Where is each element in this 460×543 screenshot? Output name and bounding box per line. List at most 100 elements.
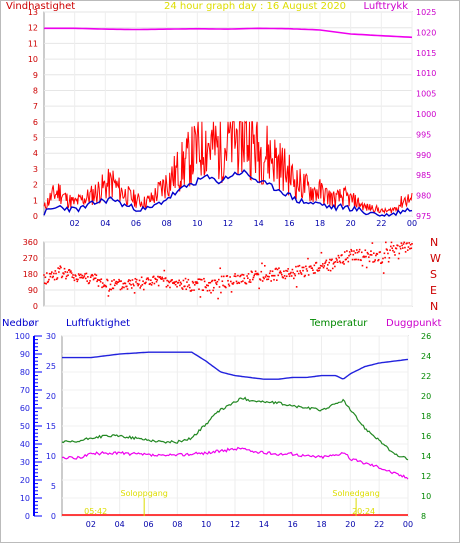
- direction-point: [324, 262, 326, 265]
- direction-point: [95, 274, 98, 277]
- direction-point: [48, 278, 50, 281]
- direction-point: [326, 267, 328, 270]
- direction-point: [191, 289, 193, 292]
- direction-point: [380, 262, 383, 264]
- direction-point: [277, 274, 280, 277]
- direction-point: [343, 251, 346, 253]
- direction-point: [387, 252, 389, 255]
- direction-point: [343, 263, 345, 265]
- compass-label: W: [430, 252, 441, 265]
- direction-point: [149, 282, 151, 285]
- direction-point: [133, 292, 136, 294]
- direction-point: [239, 274, 242, 277]
- direction-point: [49, 275, 52, 278]
- chart-title: 24 hour graph day : 16 August 2020: [164, 1, 346, 12]
- direction-point: [330, 259, 333, 262]
- direction-point: [398, 252, 401, 255]
- direction-point: [187, 278, 190, 281]
- direction-point: [50, 273, 52, 275]
- direction-point: [118, 278, 120, 281]
- direction-point: [296, 270, 299, 273]
- direction-point: [163, 269, 166, 272]
- direction-point: [409, 243, 412, 246]
- direction-point: [160, 278, 163, 280]
- direction-point: [317, 267, 320, 270]
- humidity-y-tick: 20: [46, 392, 56, 401]
- direction-point: [337, 254, 340, 257]
- direction-point: [278, 267, 280, 269]
- direction-point: [221, 280, 224, 283]
- direction-point: [371, 242, 374, 244]
- direction-point: [253, 274, 255, 277]
- direction-point: [347, 260, 350, 263]
- direction-point: [91, 273, 93, 276]
- direction-point: [377, 259, 379, 262]
- direction-point: [389, 245, 392, 248]
- direction-point: [254, 273, 256, 276]
- direction-point: [301, 266, 304, 269]
- direction-point: [120, 280, 122, 282]
- direction-point: [299, 270, 301, 272]
- direction-point: [383, 252, 386, 255]
- direction-point: [136, 282, 139, 285]
- direction-point: [410, 247, 413, 250]
- direction-point: [285, 275, 288, 278]
- direction-point: [129, 279, 132, 282]
- direction-point: [307, 257, 309, 260]
- wind-y-tick: 9: [33, 71, 38, 80]
- compass-label: S: [430, 268, 437, 281]
- dewpoint-axis-title: Duggpunkt: [386, 318, 442, 329]
- direction-point: [279, 270, 282, 273]
- direction-point: [367, 253, 369, 255]
- direction-point: [259, 278, 261, 280]
- direction-point: [288, 275, 291, 277]
- direction-point: [196, 281, 198, 283]
- direction-point: [88, 282, 91, 284]
- direction-point: [310, 265, 312, 268]
- direction-point: [266, 278, 268, 281]
- direction-point: [203, 277, 205, 280]
- direction-point: [227, 279, 229, 282]
- direction-point: [326, 264, 329, 266]
- direction-point: [46, 272, 48, 274]
- temp-y-tick: 10: [421, 492, 431, 501]
- direction-point: [404, 251, 407, 253]
- direction-point: [372, 252, 375, 255]
- direction-point: [210, 291, 212, 294]
- direction-point: [385, 241, 387, 244]
- pressure-y-tick: 980: [416, 192, 431, 201]
- direction-point: [78, 274, 81, 277]
- direction-point: [165, 285, 168, 288]
- temp-x-tick: 20: [345, 520, 355, 529]
- direction-point: [75, 275, 77, 277]
- direction-point: [400, 242, 403, 244]
- direction-point: [130, 283, 132, 286]
- direction-point: [84, 277, 87, 280]
- direction-point: [234, 275, 237, 278]
- direction-point: [56, 277, 59, 279]
- direction-point: [47, 280, 50, 283]
- direction-point: [243, 277, 246, 280]
- direction-point: [172, 281, 175, 284]
- direction-point: [104, 284, 107, 287]
- direction-point: [302, 269, 304, 272]
- direction-point: [141, 283, 144, 286]
- direction-point: [256, 273, 258, 276]
- direction-point: [162, 278, 164, 280]
- direction-point: [232, 283, 234, 285]
- direction-point: [121, 286, 124, 288]
- direction-point: [89, 276, 92, 278]
- wind-y-tick: 7: [33, 102, 38, 111]
- direction-point: [288, 273, 290, 275]
- direction-point: [355, 258, 357, 261]
- precip-y-tick: 50: [20, 422, 30, 431]
- direction-point: [68, 268, 71, 271]
- temp-x-tick: 08: [172, 520, 182, 529]
- direction-point: [227, 283, 230, 286]
- direction-point: [338, 256, 340, 259]
- direction-point: [92, 274, 94, 277]
- temp-y-tick: 18: [421, 412, 431, 421]
- direction-point: [282, 276, 284, 279]
- wind-y-tick: 8: [33, 86, 38, 95]
- temp-y-tick: 22: [421, 372, 431, 381]
